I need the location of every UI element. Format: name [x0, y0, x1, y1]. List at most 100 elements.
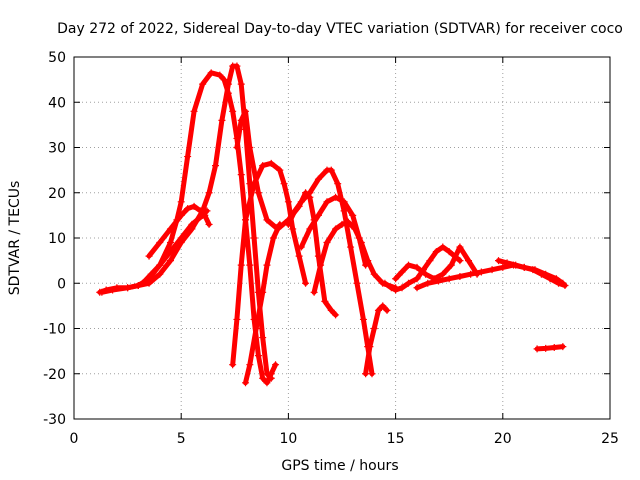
- y-tick-label: 10: [48, 231, 66, 247]
- data-point: [370, 325, 378, 332]
- data-point: [317, 261, 325, 269]
- data-point: [379, 302, 387, 310]
- series-line: [140, 208, 210, 286]
- data-point: [233, 62, 241, 70]
- data-point: [434, 277, 442, 285]
- data-point: [297, 198, 305, 206]
- data-point: [156, 239, 164, 247]
- data-point: [237, 261, 245, 269]
- data-point: [259, 334, 267, 342]
- data-point: [259, 288, 267, 296]
- data-point: [156, 261, 164, 269]
- data-point: [259, 374, 267, 382]
- data-point: [404, 261, 412, 269]
- data-point: [359, 315, 367, 323]
- data-point: [147, 270, 155, 278]
- data-point: [267, 374, 275, 382]
- data-point: [246, 144, 254, 151]
- data-point: [134, 282, 142, 290]
- data-point: [267, 159, 275, 167]
- x-tick-label: 20: [494, 431, 512, 447]
- data-point: [242, 379, 250, 387]
- data-point: [109, 286, 117, 294]
- data-point: [289, 225, 297, 233]
- data-point: [229, 107, 237, 115]
- data-point: [242, 107, 250, 115]
- series-pass-05: [229, 159, 310, 369]
- data-point: [233, 144, 241, 151]
- data-point: [332, 225, 340, 233]
- data-point: [166, 257, 174, 265]
- data-point: [503, 259, 511, 267]
- data-point: [139, 279, 147, 287]
- data-point: [364, 257, 372, 265]
- data-point: [422, 270, 430, 278]
- series-pass-16: [533, 343, 567, 353]
- y-tick-labels: -30 -20 -10 0 10 20 30 40 50: [43, 50, 66, 428]
- data-point: [353, 279, 361, 287]
- data-point: [145, 252, 153, 260]
- data-point: [254, 189, 262, 197]
- data-point: [488, 266, 496, 274]
- data-point: [413, 275, 421, 283]
- data-point: [447, 261, 455, 269]
- data-point: [237, 116, 245, 124]
- data-point: [495, 257, 503, 265]
- data-point: [280, 180, 288, 188]
- data-point: [332, 311, 340, 319]
- chart-title: Day 272 of 2022, Sidereal Day-to-day VTE…: [57, 21, 623, 37]
- series-line: [496, 258, 568, 288]
- data-point: [362, 370, 370, 378]
- data-point: [224, 80, 232, 88]
- data-point: [374, 306, 382, 314]
- y-tick-label: 50: [48, 50, 66, 66]
- data-point: [357, 239, 365, 247]
- data-point: [246, 361, 254, 369]
- x-tick-label: 5: [177, 431, 186, 447]
- data-point: [533, 345, 541, 353]
- data-point: [269, 234, 277, 242]
- y-tick-label: -10: [43, 322, 66, 338]
- series-pass-06: [242, 220, 284, 387]
- y-tick-label: 20: [48, 186, 66, 202]
- data-point: [559, 343, 567, 351]
- x-tick-label: 25: [601, 431, 619, 447]
- data-point: [242, 216, 250, 224]
- data-point: [426, 257, 434, 265]
- data-point: [561, 282, 569, 290]
- series-pass-15: [495, 257, 569, 290]
- data-point: [327, 306, 335, 314]
- data-point: [387, 284, 395, 292]
- data-point: [274, 225, 282, 233]
- data-point: [188, 220, 196, 228]
- data-point: [424, 279, 432, 287]
- data-point: [310, 288, 318, 296]
- data-point: [314, 211, 322, 219]
- data-point: [237, 171, 245, 179]
- data-point: [381, 279, 389, 287]
- data-point: [284, 220, 292, 228]
- data-point: [166, 239, 174, 247]
- series-line: [363, 303, 390, 377]
- data-point: [156, 270, 164, 278]
- data-point: [432, 248, 440, 256]
- data-series: [96, 62, 569, 387]
- series-line: [285, 167, 375, 377]
- data-point: [477, 268, 485, 276]
- series-line: [534, 344, 566, 352]
- y-tick-label: -30: [43, 412, 66, 428]
- x-tick-label: 0: [70, 431, 79, 447]
- data-point: [259, 162, 267, 170]
- series-pass-04: [139, 207, 211, 287]
- data-point: [445, 248, 453, 256]
- data-point: [323, 198, 331, 206]
- data-point: [366, 343, 374, 351]
- data-point: [263, 261, 271, 269]
- data-point: [199, 80, 207, 88]
- data-point: [327, 166, 335, 174]
- data-point: [439, 243, 447, 251]
- data-point: [340, 207, 348, 215]
- data-point: [297, 243, 305, 251]
- data-point: [512, 261, 520, 269]
- data-point: [207, 69, 215, 77]
